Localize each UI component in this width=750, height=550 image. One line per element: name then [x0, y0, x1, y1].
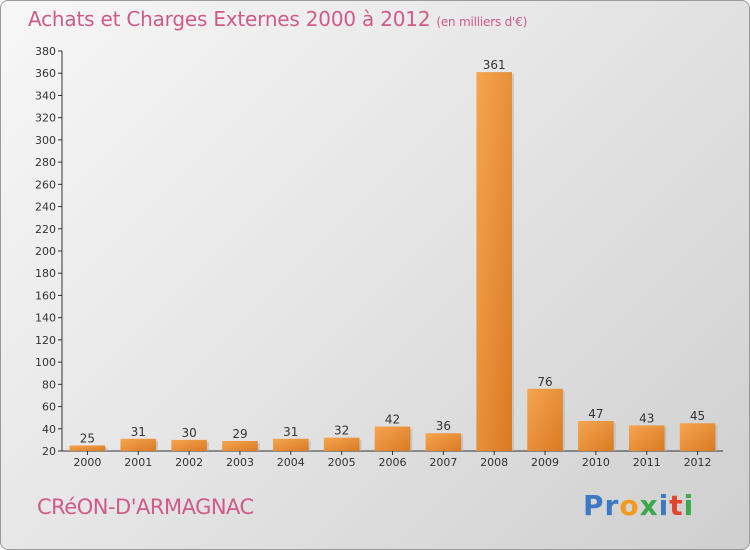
bar-2004 [273, 438, 309, 451]
bar-2005 [323, 437, 360, 451]
data-label: 25 [80, 431, 95, 445]
data-label: 36 [436, 419, 451, 433]
y-tick-label: 380 [35, 45, 56, 58]
data-label: 29 [232, 427, 247, 441]
y-tick-label: 100 [35, 356, 56, 369]
x-tick-label: 2005 [328, 456, 356, 469]
logo-letter: o [619, 489, 640, 522]
bar-2007 [425, 433, 462, 451]
bar-2009 [527, 388, 563, 451]
x-tick-label: 2007 [429, 456, 457, 469]
logo-letter: i [683, 489, 695, 522]
data-label: 76 [537, 375, 552, 389]
bar-2010 [578, 421, 614, 451]
bar-2006 [374, 426, 411, 451]
x-tick-label: 2008 [480, 456, 508, 469]
data-label: 31 [283, 425, 298, 439]
x-tick-label: 2010 [582, 456, 610, 469]
y-tick-label: 120 [35, 334, 56, 347]
bar-2011 [628, 425, 665, 451]
x-tick-label: 2012 [684, 456, 712, 469]
city-name: CRéON-D'ARMAGNAC [37, 495, 254, 519]
data-label: 31 [131, 425, 146, 439]
logo-letter: r [604, 489, 620, 522]
x-tick-label: 2000 [73, 456, 101, 469]
y-tick-label: 280 [35, 156, 56, 169]
title-unit: (en milliers d'€) [436, 15, 528, 29]
data-label: 42 [385, 413, 400, 427]
y-tick-label: 360 [35, 67, 56, 80]
y-tick-label: 160 [35, 289, 56, 302]
y-tick-label: 60 [42, 401, 56, 414]
data-label: 361 [483, 58, 506, 72]
x-tick-label: 2004 [277, 456, 305, 469]
y-tick-label: 20 [42, 445, 56, 458]
y-tick-label: 300 [35, 134, 56, 147]
proxiti-logo: Proxiti [583, 489, 694, 522]
title-text: Achats et Charges Externes 2000 à 2012 [28, 7, 431, 31]
y-tick-label: 200 [35, 245, 56, 258]
x-tick-label: 2009 [531, 456, 559, 469]
bar-2001 [120, 438, 157, 451]
y-tick-label: 340 [35, 89, 56, 102]
x-tick-label: 2011 [633, 456, 661, 469]
logo-letter: x [639, 489, 659, 522]
y-tick-label: 240 [35, 201, 56, 214]
y-tick-label: 260 [35, 178, 56, 191]
chart-title: Achats et Charges Externes 2000 à 2012 (e… [28, 7, 527, 31]
x-tick-label: 2001 [124, 456, 152, 469]
x-tick-label: 2006 [379, 456, 407, 469]
y-tick-label: 320 [35, 112, 56, 125]
y-tick-label: 80 [42, 378, 56, 391]
data-label: 43 [639, 411, 654, 425]
logo-letter: i [658, 489, 670, 522]
data-label: 45 [690, 409, 705, 423]
bar-2003 [222, 441, 258, 451]
x-tick-label: 2003 [226, 456, 254, 469]
y-tick-label: 140 [35, 312, 56, 325]
x-tick-label: 2002 [175, 456, 203, 469]
bar-2012 [679, 423, 716, 451]
logo-letter: P [583, 489, 605, 522]
bar-2000 [69, 445, 106, 451]
y-tick-label: 220 [35, 223, 56, 236]
bar-2002 [171, 439, 207, 451]
y-tick-label: 180 [35, 267, 56, 280]
logo-letter: t [669, 489, 684, 522]
y-tick-label: 40 [42, 423, 56, 436]
data-label: 30 [181, 426, 196, 440]
bar-2008 [476, 72, 512, 451]
data-label: 47 [588, 407, 603, 421]
data-label: 32 [334, 424, 349, 438]
